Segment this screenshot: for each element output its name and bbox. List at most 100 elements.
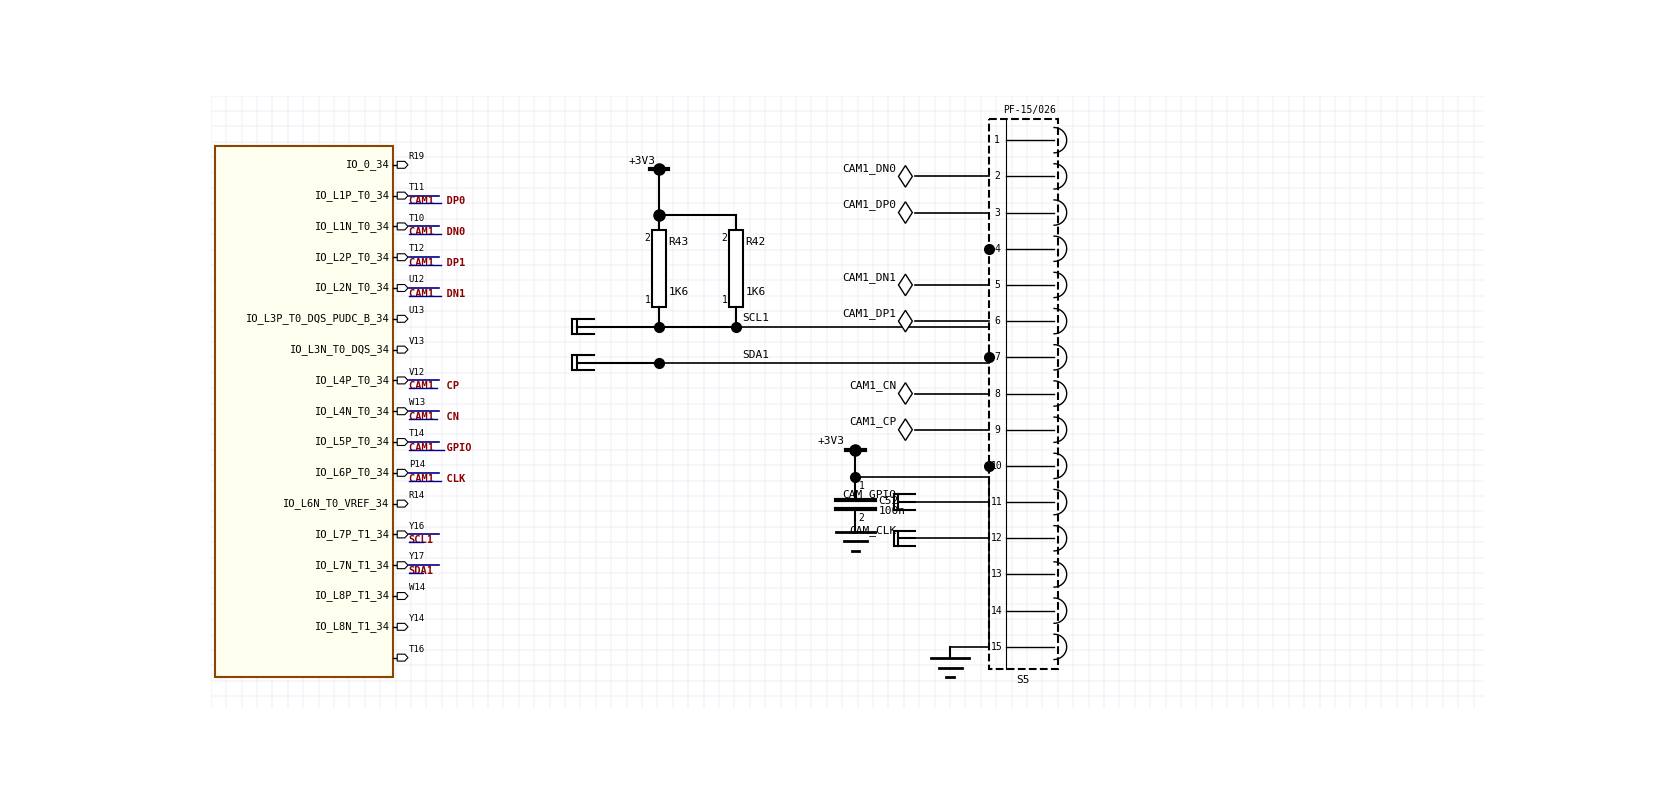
Text: +3V3: +3V3 xyxy=(817,436,845,446)
Text: IO_L1P_T0_34: IO_L1P_T0_34 xyxy=(314,190,390,201)
Polygon shape xyxy=(397,284,409,291)
Text: R43: R43 xyxy=(668,237,688,247)
Text: V12: V12 xyxy=(409,368,425,377)
Text: CAM1_CN: CAM1_CN xyxy=(849,380,896,391)
Text: 11: 11 xyxy=(991,497,1002,507)
Bar xyxy=(989,119,1059,669)
Text: C52: C52 xyxy=(878,497,898,506)
Text: CAM1  CLK: CAM1 CLK xyxy=(409,474,465,484)
Text: IO_L4N_T0_34: IO_L4N_T0_34 xyxy=(314,406,390,416)
Text: CAM1  DN0: CAM1 DN0 xyxy=(409,227,465,237)
Text: IO_L6P_T0_34: IO_L6P_T0_34 xyxy=(314,467,390,478)
Text: W13: W13 xyxy=(409,398,425,408)
Text: CAM1  DP0: CAM1 DP0 xyxy=(409,197,465,206)
Text: IO_L6N_T0_VREF_34: IO_L6N_T0_VREF_34 xyxy=(283,498,390,509)
Text: CAM1_DP0: CAM1_DP0 xyxy=(842,199,896,210)
Text: IO_L1N_T0_34: IO_L1N_T0_34 xyxy=(314,221,390,232)
Text: T14: T14 xyxy=(409,429,425,438)
Text: SCL1: SCL1 xyxy=(743,314,769,323)
Text: 13: 13 xyxy=(991,569,1002,579)
Text: 1: 1 xyxy=(721,295,728,305)
Text: CAM1  GPIO: CAM1 GPIO xyxy=(409,443,471,453)
Text: T10: T10 xyxy=(409,213,425,223)
Text: CAM1  DN1: CAM1 DN1 xyxy=(409,289,465,298)
Text: Y17: Y17 xyxy=(409,552,425,561)
Polygon shape xyxy=(397,223,409,230)
Text: T12: T12 xyxy=(409,244,425,253)
Text: S5: S5 xyxy=(1017,675,1030,685)
Text: P14: P14 xyxy=(409,460,425,469)
Bar xyxy=(215,146,394,677)
Text: IO_L4P_T0_34: IO_L4P_T0_34 xyxy=(314,375,390,386)
Text: IO_L3N_T0_DQS_34: IO_L3N_T0_DQS_34 xyxy=(289,344,390,355)
Text: Y16: Y16 xyxy=(409,521,425,531)
Text: R42: R42 xyxy=(746,237,766,247)
Text: SDA1: SDA1 xyxy=(743,349,769,360)
Text: IO_L7N_T1_34: IO_L7N_T1_34 xyxy=(314,560,390,571)
Text: CAM_GPIO: CAM_GPIO xyxy=(842,489,896,500)
Polygon shape xyxy=(397,254,409,260)
Text: IO_0_34: IO_0_34 xyxy=(346,159,390,170)
Polygon shape xyxy=(898,310,913,332)
Text: 14: 14 xyxy=(991,606,1002,615)
Text: IO_L7P_T1_34: IO_L7P_T1_34 xyxy=(314,529,390,540)
Polygon shape xyxy=(397,192,409,199)
Polygon shape xyxy=(397,377,409,384)
Text: 2: 2 xyxy=(645,232,650,243)
Polygon shape xyxy=(397,654,409,661)
Text: U12: U12 xyxy=(409,275,425,284)
Text: 1: 1 xyxy=(994,135,1001,145)
Text: 2: 2 xyxy=(858,513,865,523)
Text: IO_L5P_T0_34: IO_L5P_T0_34 xyxy=(314,436,390,447)
Text: 3: 3 xyxy=(994,208,1001,217)
Polygon shape xyxy=(397,439,409,446)
Text: R19: R19 xyxy=(409,152,425,161)
Text: 2: 2 xyxy=(994,171,1001,181)
Text: CAM_CLK: CAM_CLK xyxy=(849,525,896,536)
Polygon shape xyxy=(898,383,913,404)
Text: SDA1: SDA1 xyxy=(409,566,433,576)
Polygon shape xyxy=(397,346,409,353)
Text: 6: 6 xyxy=(994,316,1001,326)
Polygon shape xyxy=(397,315,409,322)
Text: CAM1  CN: CAM1 CN xyxy=(409,412,458,422)
Polygon shape xyxy=(397,562,409,568)
Text: 9: 9 xyxy=(994,425,1001,435)
Text: 2: 2 xyxy=(721,232,728,243)
Polygon shape xyxy=(898,201,913,224)
Text: U13: U13 xyxy=(409,306,425,315)
Bar xyxy=(652,230,667,307)
Text: +3V3: +3V3 xyxy=(629,156,655,166)
Text: 100n: 100n xyxy=(878,505,905,516)
Text: IO_L8N_T1_34: IO_L8N_T1_34 xyxy=(314,622,390,632)
Polygon shape xyxy=(397,623,409,630)
Text: 1K6: 1K6 xyxy=(746,287,766,297)
Text: 1: 1 xyxy=(858,481,865,490)
Text: CAM1_CP: CAM1_CP xyxy=(849,416,896,427)
Text: T16: T16 xyxy=(409,645,425,654)
Text: IO_L2P_T0_34: IO_L2P_T0_34 xyxy=(314,252,390,263)
Polygon shape xyxy=(898,419,913,440)
Text: 1K6: 1K6 xyxy=(668,287,688,297)
Text: W14: W14 xyxy=(409,583,425,592)
Text: CAM1_DN0: CAM1_DN0 xyxy=(842,163,896,174)
Polygon shape xyxy=(898,274,913,296)
Text: V13: V13 xyxy=(409,337,425,345)
Text: 15: 15 xyxy=(991,642,1002,652)
Text: 5: 5 xyxy=(994,280,1001,290)
Polygon shape xyxy=(898,166,913,187)
Text: CAM1  DP1: CAM1 DP1 xyxy=(409,258,465,268)
Text: 10: 10 xyxy=(991,461,1002,471)
Text: CAM1  CP: CAM1 CP xyxy=(409,381,458,391)
Polygon shape xyxy=(397,470,409,476)
Text: SCL1: SCL1 xyxy=(409,535,433,545)
Polygon shape xyxy=(397,592,409,599)
Text: CAM1_DN1: CAM1_DN1 xyxy=(842,271,896,283)
Text: 8: 8 xyxy=(994,388,1001,399)
Text: T11: T11 xyxy=(409,183,425,192)
Bar xyxy=(729,230,743,307)
Text: 4: 4 xyxy=(994,244,1001,254)
Text: IO_L8P_T1_34: IO_L8P_T1_34 xyxy=(314,591,390,602)
Text: R14: R14 xyxy=(409,491,425,500)
Text: 12: 12 xyxy=(991,533,1002,544)
